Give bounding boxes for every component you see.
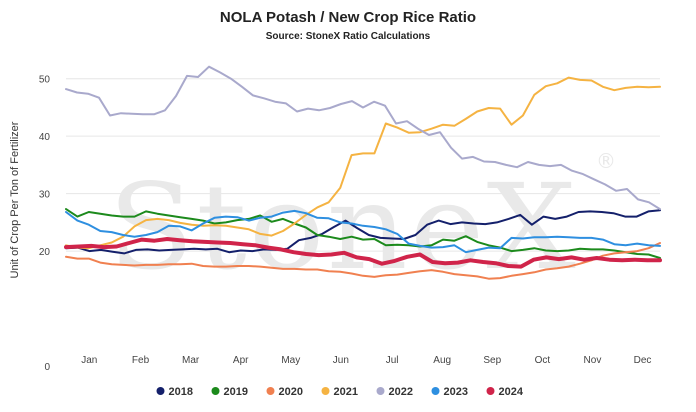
legend-item-2019[interactable]: 2019	[211, 386, 248, 398]
x-tick-label: Sep	[483, 355, 501, 366]
legend-label: 2019	[224, 386, 248, 398]
x-tick-label: Jun	[333, 355, 349, 366]
series-line-2019	[65, 208, 661, 259]
series-line-2018	[65, 209, 661, 255]
legend-marker	[486, 387, 495, 395]
legend-marker	[431, 387, 440, 395]
x-tick-label: Dec	[634, 355, 652, 366]
x-axis-ticks: Jan Feb Mar Apr May Jun Jul Aug Sep Oct Nov Dec	[81, 355, 651, 366]
legend-marker	[376, 387, 385, 395]
y-axis-label: Unit of Crop Per Ton of Fertilizer	[9, 121, 21, 278]
y-tick-label: 30	[39, 190, 51, 201]
series-line-2021	[65, 76, 661, 250]
series-line-2020	[65, 242, 661, 280]
y-tick-label: 50	[39, 75, 51, 86]
watermark-registered-mark: ®	[596, 149, 616, 173]
legend-marker	[156, 387, 165, 395]
x-tick-label: Jan	[81, 355, 97, 366]
x-tick-label: Nov	[584, 355, 602, 366]
y-tick-label: 40	[39, 132, 51, 143]
chart-subtitle: Source: StoneX Ratio Calculations	[266, 31, 431, 42]
x-tick-label: Apr	[233, 355, 249, 366]
y-axis-ticks: 0 20 30 40 50	[39, 75, 51, 373]
series-line-2022	[65, 65, 661, 211]
legend-label: 2021	[334, 386, 358, 398]
legend-label: 2023	[444, 386, 468, 398]
legend-item-2022[interactable]: 2022	[376, 386, 413, 398]
legend-item-2023[interactable]: 2023	[431, 386, 468, 398]
legend-item-2018[interactable]: 2018	[156, 386, 193, 398]
y-tick-label: 0	[44, 362, 50, 373]
legend-item-2020[interactable]: 2020	[266, 386, 303, 398]
x-tick-label: Oct	[535, 355, 551, 366]
legend-label: 2024	[499, 386, 524, 398]
legend-label: 2020	[279, 386, 303, 398]
chart-title: NOLA Potash / New Crop Rice Ratio	[220, 9, 476, 26]
series-line-2024	[64, 237, 662, 269]
x-tick-label: Mar	[182, 355, 200, 366]
legend-item-2021[interactable]: 2021	[321, 386, 358, 398]
x-tick-label: Jul	[386, 355, 399, 366]
legend: 2018 2019 2020 2021 2022 2023 2024	[156, 386, 524, 398]
x-tick-label: Aug	[433, 355, 451, 366]
x-tick-label: Feb	[132, 355, 150, 366]
legend-label: 2018	[169, 386, 193, 398]
y-tick-label: 20	[39, 247, 51, 258]
legend-label: 2022	[389, 386, 413, 398]
legend-marker	[211, 387, 220, 395]
x-tick-label: May	[281, 355, 300, 366]
series-line-2023	[65, 209, 661, 254]
legend-item-2024[interactable]: 2024	[486, 386, 524, 398]
legend-marker	[266, 387, 275, 395]
legend-marker	[321, 387, 330, 395]
series-lines	[64, 65, 662, 280]
